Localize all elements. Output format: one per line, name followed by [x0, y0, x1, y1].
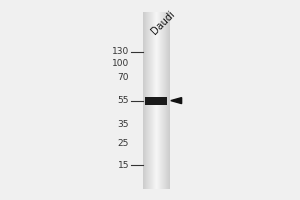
Text: 100: 100: [112, 59, 129, 68]
Text: Daudi: Daudi: [149, 9, 176, 36]
Bar: [145, 97, 167, 105]
Text: 55: 55: [118, 96, 129, 105]
Text: 25: 25: [118, 139, 129, 148]
Text: 15: 15: [118, 161, 129, 170]
Text: 130: 130: [112, 47, 129, 56]
Text: 35: 35: [118, 120, 129, 129]
Polygon shape: [171, 98, 182, 104]
Text: 70: 70: [118, 73, 129, 82]
